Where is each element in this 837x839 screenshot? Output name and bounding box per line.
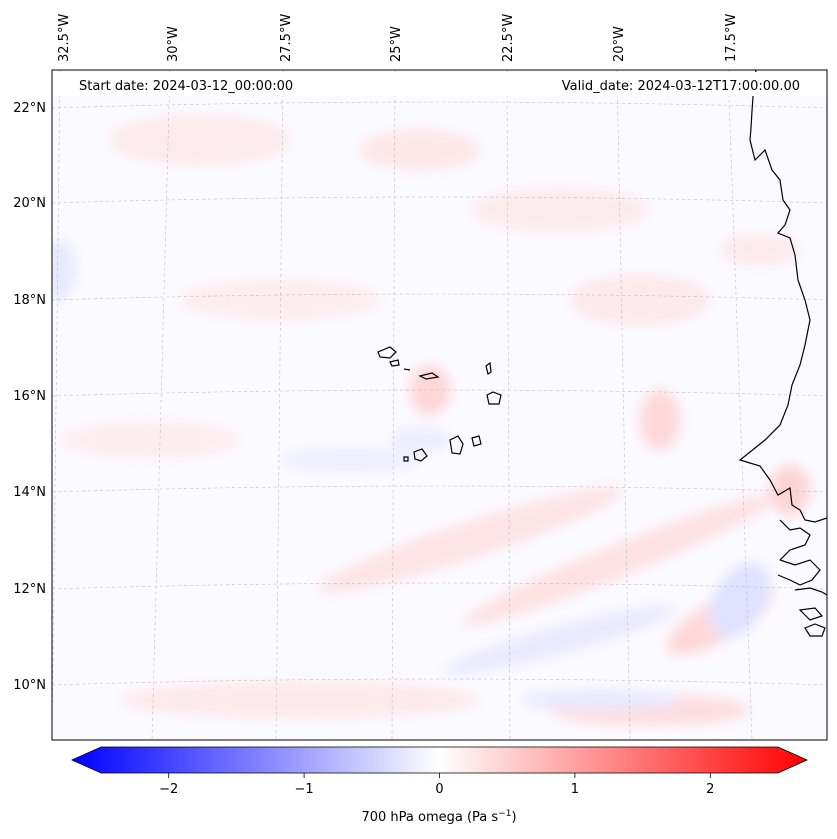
lat-label: 18°N — [13, 293, 46, 308]
colorbar-tick-label: 2 — [706, 782, 714, 797]
map-border — [51, 69, 828, 741]
coastline — [738, 70, 827, 637]
omega-field — [52, 115, 810, 726]
colorbar-bar — [71, 746, 808, 774]
lat-label: 14°N — [13, 485, 46, 500]
colorbar-label: 700 hPa omega (Pa s−1) — [361, 809, 516, 825]
colorbar-tick-label: −1 — [295, 782, 314, 797]
colorbar-tick-label: 0 — [435, 782, 443, 797]
start-date-label: Start date: 2024-03-12_00:00:00 — [79, 79, 293, 94]
lon-label: 22.5°W — [501, 14, 516, 62]
lat-label: 20°N — [13, 196, 46, 211]
colorbar-ticks: −2 −1 0 1 2 — [159, 773, 714, 797]
lat-label: 16°N — [13, 389, 46, 404]
cape-verde-islands — [377, 346, 502, 462]
latitude-labels: 22°N 20°N 18°N 16°N 14°N 12°N 10°N — [13, 101, 46, 693]
longitude-labels: 32.5°W 30°W 27.5°W 25°W 22.5°W 20°W 17.5… — [57, 14, 739, 62]
map-panel: Start date: 2024-03-12_00:00:00 Valid_da… — [51, 69, 828, 741]
lon-label: 27.5°W — [279, 14, 294, 62]
valid-date-label: Valid_date: 2024-03-12T17:00:00.00 — [562, 79, 800, 94]
lon-label: 30°W — [166, 26, 181, 62]
lat-label: 10°N — [13, 678, 46, 693]
lon-label: 32.5°W — [57, 14, 72, 62]
lon-label: 25°W — [389, 26, 404, 62]
africa-coast — [738, 70, 827, 523]
map-header-strip — [52, 72, 827, 96]
lon-label: 20°W — [612, 26, 627, 62]
colorbar-tick-label: −2 — [159, 782, 178, 797]
colorbar: −2 −1 0 1 2 700 hPa omega (Pa s−1) — [71, 746, 808, 825]
lat-label: 12°N — [13, 582, 46, 597]
graticule — [52, 70, 827, 740]
lat-label: 22°N — [13, 101, 46, 116]
lon-label: 17.5°W — [724, 14, 739, 62]
colorbar-tick-label: 1 — [571, 782, 579, 797]
